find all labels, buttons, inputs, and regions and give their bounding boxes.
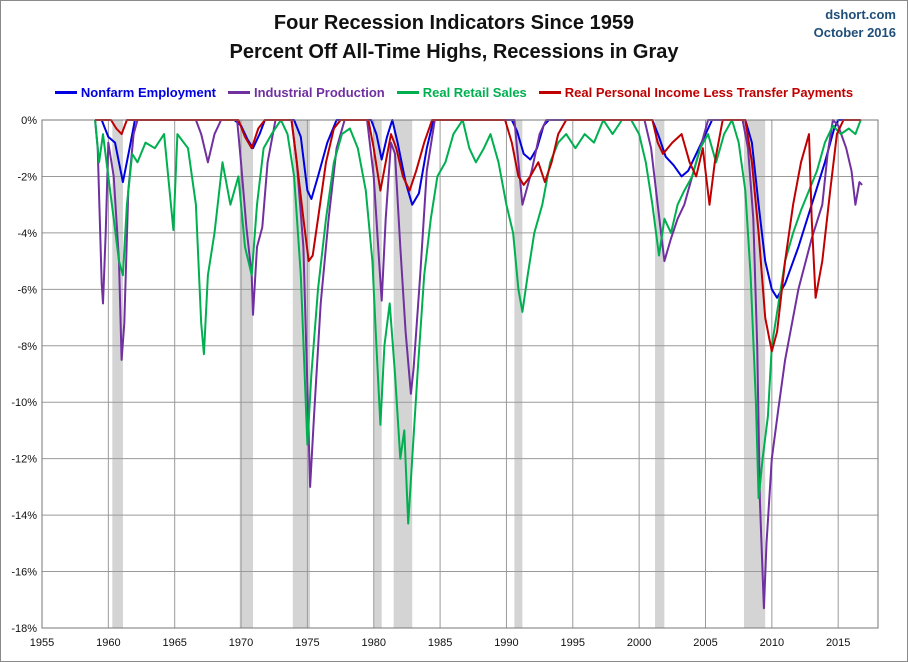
legend-item-nonfarm-employment: Nonfarm Employment <box>54 83 216 101</box>
recession-band-2 <box>292 120 311 628</box>
series-lines <box>94 119 863 610</box>
x-tick-label: 1985 <box>428 637 452 649</box>
recession-band-5 <box>514 120 523 628</box>
y-tick-label: -18% <box>11 623 37 635</box>
legend-label-nonfarm-employment: Nonfarm Employment <box>80 84 216 100</box>
x-tick-label: 1970 <box>229 637 253 649</box>
x-tick-label: 1975 <box>295 637 319 649</box>
axes: 0% -2% -4% -6% -8% -10% -12% -14% -16% -18% 1955 19… <box>11 115 879 649</box>
x-tick-label: 1965 <box>162 637 186 649</box>
y-tick-label: -12% <box>11 454 37 466</box>
y-tick-label: -2% <box>17 171 37 183</box>
legend-swatch-industrial-production <box>227 90 250 94</box>
legend-swatch-real-retail-sales <box>396 90 419 94</box>
x-tick-label: 2005 <box>693 637 717 649</box>
x-tick-label: 2010 <box>760 637 784 649</box>
credit-site: dshort.com <box>825 7 896 22</box>
legend-label-real-personal-income: Real Personal Income Less Transfer Payme… <box>564 84 854 100</box>
y-tick-label: -4% <box>17 228 37 240</box>
plot-border <box>41 119 879 629</box>
x-tick-label: 2000 <box>627 637 651 649</box>
series-line-industrial-production <box>94 119 863 610</box>
legend-item-real-personal-income: Real Personal Income Less Transfer Payme… <box>538 83 854 101</box>
x-tick-label: 1980 <box>362 637 386 649</box>
legend-item-real-retail-sales: Real Retail Sales <box>396 83 527 101</box>
legend-label-real-retail-sales: Real Retail Sales <box>422 84 527 100</box>
x-tick-label: 1990 <box>494 637 518 649</box>
y-tick-label: -6% <box>17 284 37 296</box>
legend-label-industrial-production: Industrial Production <box>253 84 385 100</box>
series-line-real-retail-sales <box>94 119 862 525</box>
legend-swatch-nonfarm-employment <box>54 90 77 94</box>
x-tick-label: 2015 <box>826 637 850 649</box>
legend-item-industrial-production: Industrial Production <box>227 83 385 101</box>
recession-band-0 <box>112 120 123 628</box>
x-tick-label: 1995 <box>561 637 585 649</box>
y-tick-label: 0% <box>21 115 37 127</box>
legend: Nonfarm Employment Industrial Production… <box>0 83 908 101</box>
credit-date: October 2016 <box>813 25 896 40</box>
chart-subtitle: Percent Off All-Time Highs, Recessions i… <box>229 41 679 63</box>
recession-band-1 <box>239 120 253 628</box>
y-tick-label: -10% <box>11 397 37 409</box>
x-tick-label: 1955 <box>30 637 54 649</box>
recession-bands <box>112 120 766 628</box>
y-tick-label: -14% <box>11 510 37 522</box>
legend-swatch-real-personal-income <box>538 90 561 94</box>
series-line-real-personal-income-less-transfer-payments <box>95 119 861 353</box>
chart-title: Four Recession Indicators Since 1959 <box>273 12 635 34</box>
recession-band-6 <box>655 120 665 628</box>
x-tick-label: 1960 <box>96 637 120 649</box>
y-tick-label: -8% <box>17 341 37 353</box>
y-tick-label: -16% <box>11 567 37 579</box>
